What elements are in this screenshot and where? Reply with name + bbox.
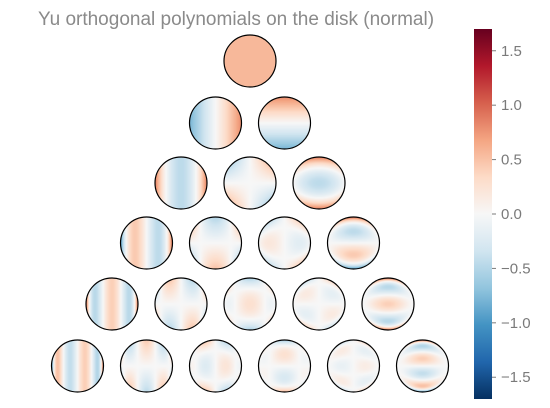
chart-title: Yu orthogonal polynomials on the disk (n…: [38, 9, 434, 30]
disk-outline: [188, 339, 243, 393]
disk-cell: [188, 216, 243, 270]
colorbar-gradient: [474, 29, 492, 399]
disk-image: [258, 217, 311, 269]
disk-cell: [119, 339, 174, 393]
disk-image: [189, 340, 242, 392]
colorbar: 1.5 1.0 0.5 0.0 −0.5 −1.0 −1.5: [474, 29, 531, 399]
disk-cell: [257, 96, 312, 150]
colorbar-tick-label: −0.5: [501, 260, 531, 277]
disk-outline: [154, 277, 208, 331]
disk-image: [258, 340, 311, 392]
disk-image: [258, 97, 311, 149]
disk-image: [224, 35, 276, 87]
disk-outline: [326, 216, 381, 270]
disk-image: [293, 278, 345, 330]
disk-cell: [361, 277, 415, 331]
disk-outline: [223, 34, 277, 88]
disk-outline: [257, 216, 312, 270]
disk-image: [224, 278, 276, 330]
disk-cell: [188, 96, 243, 150]
disk-outline: [154, 156, 208, 210]
disk-image: [396, 340, 449, 392]
disk-outline: [188, 216, 243, 270]
disk-image: [51, 340, 104, 392]
disk-outline: [119, 216, 174, 270]
disk-image: [155, 278, 207, 330]
colorbar-tick-label: 0.5: [501, 152, 522, 169]
disk-outline: [257, 96, 312, 150]
disk-outline: [361, 277, 415, 331]
disk-image: [120, 340, 173, 392]
disk-cell: [154, 156, 208, 210]
disk-image: [189, 217, 242, 269]
disk-outline: [50, 339, 105, 393]
disk-outline: [188, 96, 243, 150]
disk-cell: [257, 216, 312, 270]
colorbar-tick-label: 0.0: [501, 206, 522, 223]
disk-cell: [292, 277, 346, 331]
disk-image: [120, 217, 173, 269]
disk-cell: [119, 216, 174, 270]
colorbar-tick-label: 1.5: [501, 43, 522, 60]
disk-image: [327, 217, 380, 269]
colorbar-tick-label: 1.0: [501, 97, 522, 114]
colorbar-tick-label: −1.0: [501, 315, 531, 332]
disk-image: [224, 157, 276, 209]
disk-cell: [223, 34, 277, 88]
disk-image: [362, 278, 414, 330]
disk-cell: [326, 216, 381, 270]
disk-outline: [292, 277, 346, 331]
disk-outline: [326, 339, 381, 393]
disk-cell: [50, 339, 105, 393]
colorbar-tick-label: −1.5: [501, 369, 531, 386]
disk-image: [293, 157, 345, 209]
disk-outline: [119, 339, 174, 393]
disk-cell: [326, 339, 381, 393]
disk-grid: [50, 34, 450, 393]
disk-cell: [223, 277, 277, 331]
disk-outline: [85, 277, 139, 331]
disk-cell: [223, 156, 277, 210]
disk-outline: [395, 339, 450, 393]
disk-image: [327, 340, 380, 392]
disk-outline: [257, 339, 312, 393]
disk-cell: [154, 277, 208, 331]
disk-outline: [223, 277, 277, 331]
disk-cell: [85, 277, 139, 331]
disk-cell: [395, 339, 450, 393]
disk-image: [189, 97, 242, 149]
disk-cell: [292, 156, 346, 210]
disk-cell: [257, 339, 312, 393]
disk-image: [155, 157, 207, 209]
disk-outline: [292, 156, 346, 210]
disk-outline: [223, 156, 277, 210]
disk-image: [86, 278, 138, 330]
disk-cell: [188, 339, 243, 393]
